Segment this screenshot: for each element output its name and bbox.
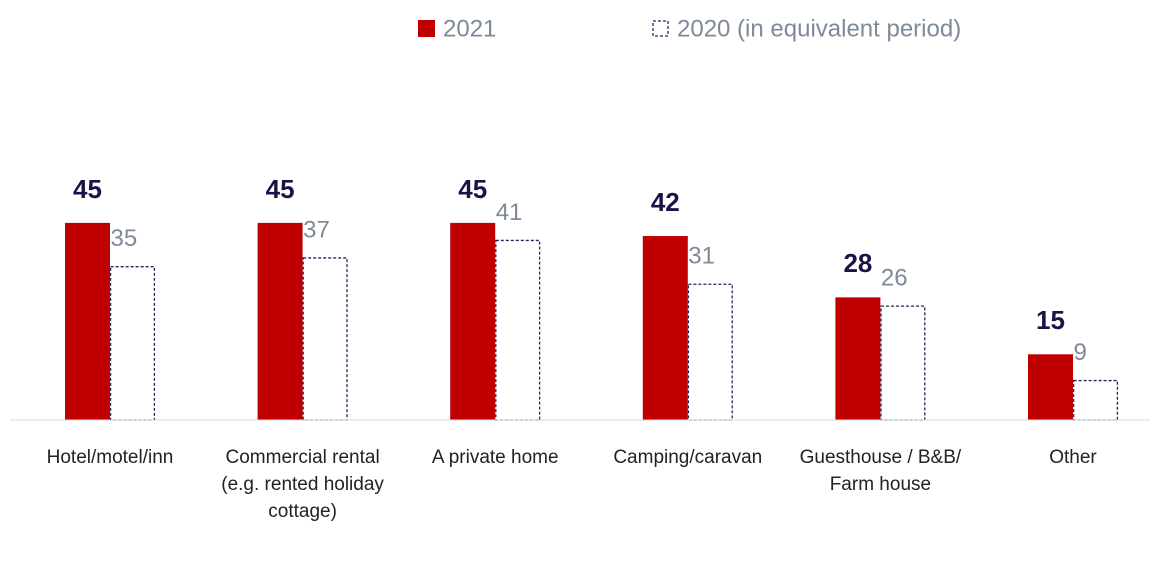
- x-tick-label: Guesthouse / B&B/ Farm house: [799, 447, 962, 495]
- value-label: 35: [111, 225, 138, 252]
- x-tick-label: Hotel/motel/inn: [46, 447, 174, 468]
- legend-swatch: [652, 20, 669, 37]
- legend-label: 2021: [443, 15, 496, 42]
- legend-swatch: [418, 20, 435, 37]
- value-label: 41: [496, 199, 523, 226]
- value-label: 26: [881, 264, 908, 291]
- value-label: 9: [1074, 339, 1087, 366]
- value-label: 28: [843, 248, 872, 278]
- bar: [1028, 354, 1073, 420]
- bar: [1072, 379, 1119, 421]
- x-tick-label: Camping/caravan: [613, 447, 763, 468]
- bar: [65, 222, 110, 420]
- value-label: 45: [458, 174, 487, 204]
- value-label: 45: [266, 174, 295, 204]
- value-label: 42: [651, 187, 680, 217]
- x-tick-label: A private home: [431, 447, 559, 468]
- bar: [880, 305, 926, 421]
- bar: [495, 239, 541, 421]
- legend-label: 2020 (in equivalent period): [677, 15, 961, 42]
- value-label: 15: [1036, 305, 1065, 335]
- x-tick-label: Commercial rental (e.g. rented holiday c…: [221, 447, 384, 522]
- bar: [302, 257, 348, 421]
- bar: [257, 222, 303, 420]
- x-tick-label: Other: [1049, 447, 1097, 468]
- bar: [450, 222, 496, 420]
- value-label: 37: [303, 216, 330, 243]
- bar: [687, 283, 733, 421]
- bar: [109, 266, 156, 421]
- value-label: 45: [73, 174, 102, 204]
- value-label: 31: [688, 243, 715, 270]
- bar: [642, 236, 688, 420]
- bar: [835, 297, 881, 420]
